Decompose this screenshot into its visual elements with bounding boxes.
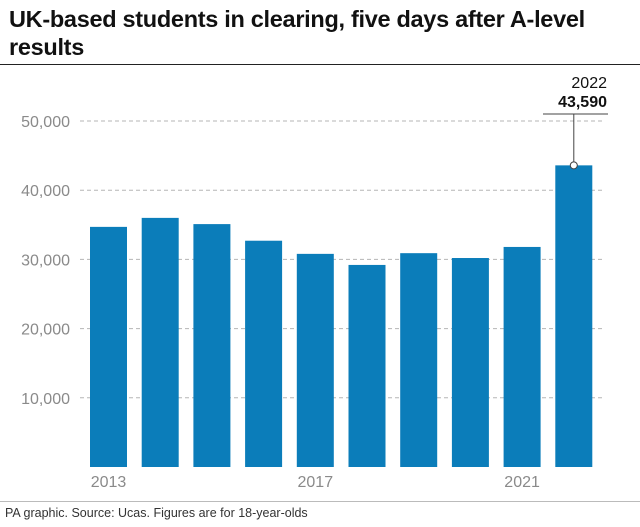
x-tick-label: 2021 — [504, 474, 540, 491]
y-tick-label: 10,000 — [21, 391, 70, 408]
x-tick-label: 2017 — [298, 474, 334, 491]
y-tick-label: 40,000 — [21, 183, 70, 200]
footer-divider — [0, 501, 640, 502]
source-note: PA graphic. Source: Ucas. Figures are fo… — [5, 506, 308, 520]
annotation-marker — [569, 161, 578, 170]
x-tick-label: 2013 — [91, 474, 127, 491]
bar-2019 — [400, 253, 438, 467]
annotation-year: 2022 — [571, 75, 607, 92]
y-tick-label: 30,000 — [21, 252, 70, 269]
bar-2014 — [141, 217, 179, 467]
bar-2021 — [503, 246, 541, 467]
bar-chart: 10,000 20,000 30,000 40,000 50,000 2013 2017 20… — [21, 75, 608, 491]
chart-title: UK-based students in clearing, five days… — [9, 6, 585, 60]
bar-2022 — [555, 165, 593, 468]
y-tick-label: 20,000 — [21, 322, 70, 339]
title-divider — [0, 64, 640, 65]
bar-2016 — [245, 240, 283, 467]
y-tick-label: 50,000 — [21, 114, 70, 131]
bar-2013 — [90, 226, 127, 467]
bar-2018 — [348, 264, 386, 467]
bar-2015 — [193, 224, 231, 467]
bar-2020 — [451, 258, 489, 467]
bar-2017 — [296, 253, 334, 467]
annotation-value: 43,590 — [558, 94, 607, 111]
